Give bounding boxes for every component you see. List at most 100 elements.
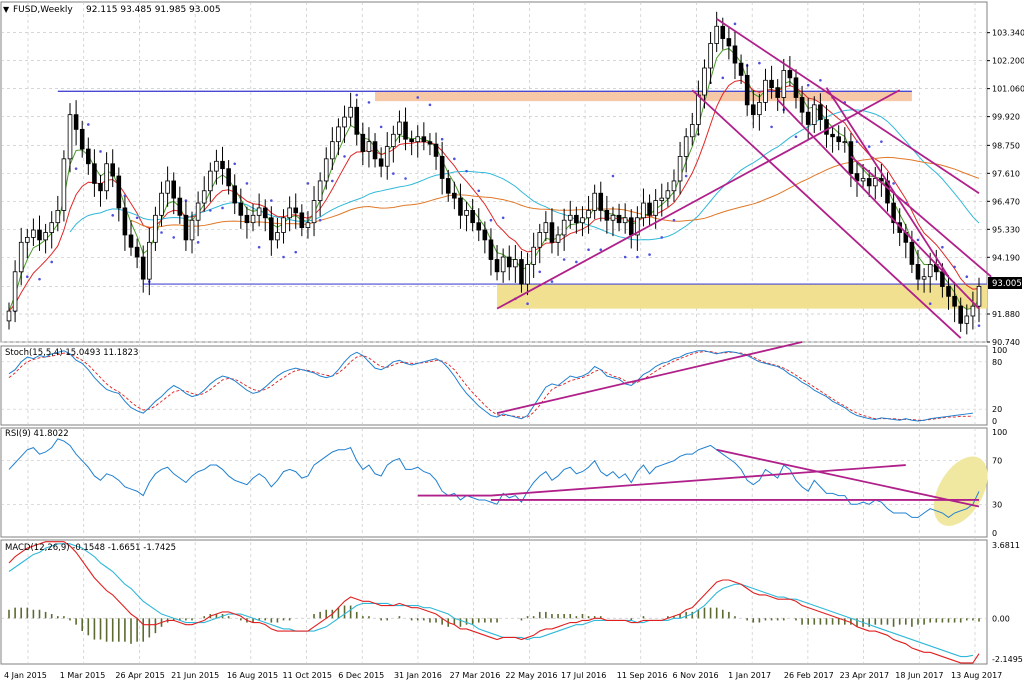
candle-body xyxy=(781,70,787,98)
candle-body xyxy=(409,138,414,143)
candle-body xyxy=(391,133,396,147)
candle-body xyxy=(592,192,597,211)
candle-body xyxy=(519,259,524,285)
sar-dot xyxy=(416,96,420,99)
sar-dot xyxy=(977,324,981,327)
candle-body xyxy=(726,38,732,47)
candle-body xyxy=(18,241,24,273)
candle-body xyxy=(244,214,250,224)
candle-body xyxy=(927,264,933,278)
rsi-scale-70: 70 xyxy=(992,457,1002,466)
sar-dot xyxy=(318,218,322,222)
candle-body xyxy=(165,180,170,194)
candle-body xyxy=(696,94,701,125)
rsi-scale-100: 100 xyxy=(992,428,1007,437)
candle-body xyxy=(494,259,500,273)
sar-dot xyxy=(501,216,505,220)
candle-body xyxy=(31,229,36,238)
candle-body xyxy=(610,214,616,221)
candle-body xyxy=(110,163,116,177)
time-tick-label: 6 Nov 2016 xyxy=(672,671,718,680)
sar-dot xyxy=(294,250,298,254)
price-tick-label: 94.190 xyxy=(992,253,1020,262)
price-tick-label: 102.200 xyxy=(992,57,1024,66)
candle-body xyxy=(433,143,439,157)
candle-body xyxy=(659,197,665,201)
candle-body xyxy=(818,104,823,120)
candle-body xyxy=(262,207,268,219)
sar-dot xyxy=(160,231,163,234)
sar-dot xyxy=(867,145,871,148)
candle-body xyxy=(616,214,622,224)
candle-body xyxy=(43,232,48,241)
candle-body xyxy=(921,276,927,280)
rsi-line xyxy=(8,438,980,518)
candle-body xyxy=(445,178,451,194)
candle-body xyxy=(366,141,372,152)
candle-body xyxy=(750,104,756,116)
candle-body xyxy=(67,114,73,160)
downtrend-channel-inner xyxy=(777,99,980,310)
sar-dot xyxy=(245,182,249,185)
candle-body xyxy=(104,163,109,192)
sar-dot xyxy=(721,76,725,80)
candle-body xyxy=(799,97,805,113)
candle-body xyxy=(964,315,970,324)
candle-body xyxy=(183,214,189,241)
macd-scale-zero: 0.00 xyxy=(992,614,1010,623)
sar-dot xyxy=(453,157,456,161)
grid-lines xyxy=(1,2,987,664)
candle-body xyxy=(598,192,604,211)
candle-body xyxy=(647,202,652,216)
candle-body xyxy=(12,271,18,312)
rsi-highlight-ellipse xyxy=(933,456,988,526)
candle-body xyxy=(287,207,292,219)
ema-short-line xyxy=(8,47,980,312)
stoch-scale-20: 20 xyxy=(992,405,1002,414)
menu-triangle-icon[interactable]: ▼ xyxy=(3,5,10,14)
candle-body xyxy=(415,136,421,143)
macd-main-line xyxy=(8,541,980,664)
sar-dot xyxy=(257,245,261,249)
candle-body xyxy=(866,178,872,187)
candle-body xyxy=(195,202,201,221)
price-axis: 103.340 102.200 101.060 99.920 98.750 97.610 9… xyxy=(987,29,1024,664)
symbol-title: FUSD,Weekly xyxy=(13,5,73,15)
rsi-rising-line xyxy=(490,464,906,497)
price-tick-label: 101.060 xyxy=(992,85,1024,94)
candle-body xyxy=(79,128,85,150)
ema-medium-line xyxy=(8,79,980,312)
candle-body xyxy=(6,310,12,322)
candle-body xyxy=(976,285,982,307)
sar-dot xyxy=(599,248,603,251)
time-tick-label: 23 Apr 2017 xyxy=(840,671,889,680)
candle-body xyxy=(488,239,494,260)
sar-dot xyxy=(111,214,115,217)
candle-body xyxy=(824,119,829,135)
chart-header: ▼ FUSD,Weekly 92.115 93.485 91.985 93.00… xyxy=(3,5,221,15)
candle-body xyxy=(500,256,506,273)
time-tick-label: 26 Feb 2017 xyxy=(784,671,834,680)
last-price-label: 93.005 xyxy=(992,279,1022,289)
candle-body xyxy=(811,104,817,125)
candle-body xyxy=(171,180,177,199)
stoch-scale-80: 80 xyxy=(992,358,1002,367)
rsi-label: RSI(9) 41.8022 xyxy=(5,429,69,439)
candle-body xyxy=(61,158,67,211)
sar-dot xyxy=(648,253,651,256)
candle-body xyxy=(55,210,61,224)
candle-body xyxy=(757,101,762,116)
candle-body xyxy=(458,197,463,216)
candle-body xyxy=(671,180,677,192)
price-tick-label: 103.340 xyxy=(992,29,1024,38)
sar-dot xyxy=(343,155,346,158)
sar-dot xyxy=(684,174,688,178)
stoch-signal-line xyxy=(8,351,973,421)
sar-dot xyxy=(526,302,529,306)
candle-body xyxy=(537,232,543,248)
candle-body xyxy=(384,146,390,167)
candle-body xyxy=(787,70,793,79)
candle-body xyxy=(574,214,579,224)
